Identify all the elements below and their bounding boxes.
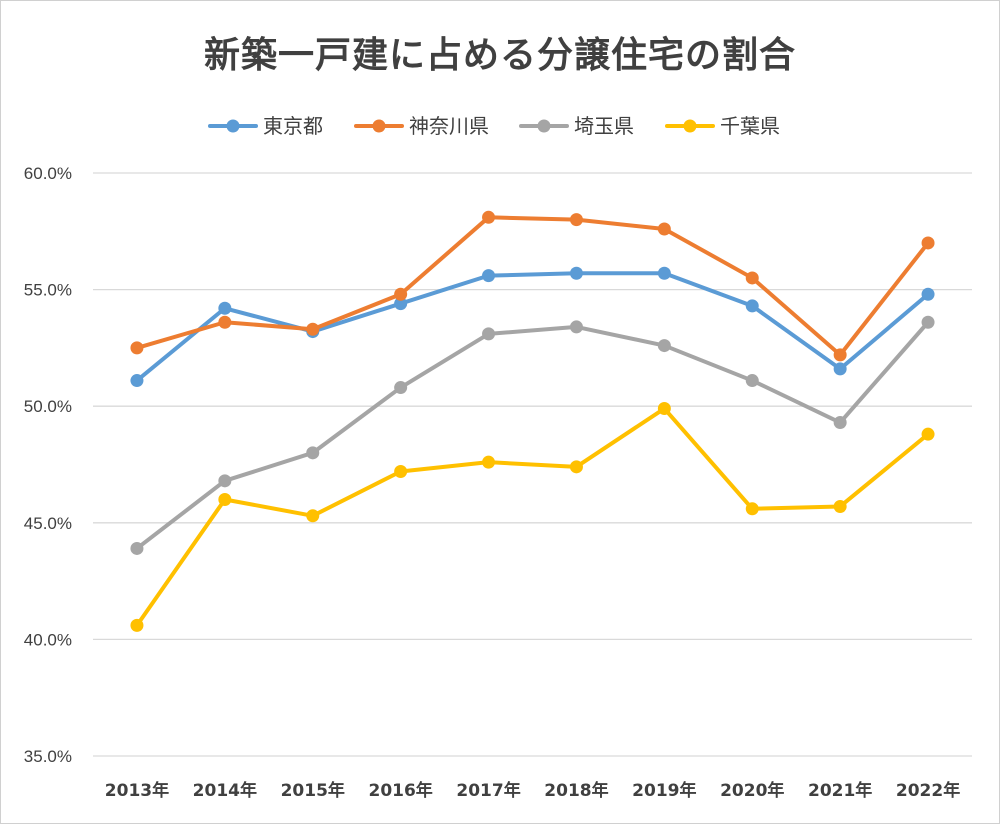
data-point: [657, 266, 671, 280]
data-point: [394, 297, 408, 311]
x-tick-label: 2016年: [368, 780, 432, 801]
data-point: [833, 416, 847, 430]
data-point: [745, 299, 759, 313]
legend-item: 神奈川県: [354, 114, 489, 138]
data-point: [218, 492, 232, 506]
x-tick-label: 2015年: [281, 780, 345, 801]
x-tick-label: 2020年: [720, 780, 784, 801]
data-point: [569, 460, 583, 474]
data-point: [833, 499, 847, 513]
series-group: [130, 210, 935, 632]
chart-title: 新築一戸建に占める分譲住宅の割合: [203, 35, 796, 76]
y-tick-label: 45.0%: [24, 514, 72, 533]
data-point: [394, 287, 408, 301]
x-tick-label: 2018年: [544, 780, 608, 801]
legend-marker: [226, 119, 240, 133]
data-point: [921, 287, 935, 301]
data-point: [218, 315, 232, 329]
y-axis-ticks: 35.0% 40.0% 45.0% 50.0% 55.0% 60.0%: [24, 164, 72, 766]
data-point: [394, 381, 408, 395]
data-point: [130, 541, 144, 555]
data-point: [569, 266, 583, 280]
x-tick-label: 2014年: [193, 780, 257, 801]
data-point: [745, 374, 759, 388]
data-point: [218, 474, 232, 488]
data-point: [482, 210, 496, 224]
data-point: [306, 322, 320, 336]
data-point: [657, 402, 671, 416]
legend-label: 神奈川県: [409, 114, 489, 138]
x-tick-label: 2017年: [456, 780, 520, 801]
y-tick-label: 50.0%: [24, 397, 72, 416]
data-point: [921, 315, 935, 329]
legend-label: 千葉県: [720, 114, 780, 138]
data-point: [921, 236, 935, 250]
legend-label: 東京都: [263, 114, 323, 138]
data-point: [130, 618, 144, 632]
data-point: [482, 327, 496, 341]
legend-item: 東京都: [208, 114, 323, 138]
series-4: [130, 402, 935, 632]
series-2: [130, 210, 935, 362]
series-line: [134, 215, 931, 357]
series-3: [130, 315, 935, 555]
series-line: [134, 320, 931, 551]
legend-marker: [372, 119, 386, 133]
series-line: [134, 406, 931, 628]
data-point: [833, 348, 847, 362]
data-point: [569, 320, 583, 334]
data-point: [921, 427, 935, 441]
data-point: [745, 502, 759, 516]
data-point: [833, 362, 847, 376]
y-tick-label: 60.0%: [24, 164, 72, 183]
y-tick-label: 55.0%: [24, 281, 72, 300]
data-point: [745, 271, 759, 285]
data-point: [657, 222, 671, 236]
legend-item: 千葉県: [665, 114, 780, 138]
legend-label: 埼玉県: [574, 114, 634, 138]
y-tick-label: 35.0%: [24, 747, 72, 766]
x-axis-ticks: 2013年 2014年 2015年 2016年 2017年 2018年 2019年 2020年…: [105, 780, 960, 801]
data-point: [482, 455, 496, 469]
x-tick-label: 2022年: [896, 780, 960, 801]
legend-item: 埼玉県: [519, 114, 634, 138]
data-point: [306, 446, 320, 460]
y-tick-label: 40.0%: [24, 630, 72, 649]
x-tick-label: 2021年: [808, 780, 872, 801]
legend: 東京都 神奈川県 埼玉県 千葉県: [208, 114, 780, 138]
x-tick-label: 2013年: [105, 780, 169, 801]
data-point: [657, 339, 671, 353]
data-point: [306, 509, 320, 523]
data-point: [218, 301, 232, 315]
legend-marker: [683, 119, 697, 133]
x-tick-label: 2019年: [632, 780, 696, 801]
data-point: [394, 464, 408, 478]
data-point: [482, 269, 496, 283]
legend-marker: [537, 119, 551, 133]
gridlines: [93, 172, 972, 757]
data-point: [130, 341, 144, 355]
data-point: [569, 213, 583, 227]
series-line: [134, 271, 931, 383]
data-point: [130, 374, 144, 388]
series-1: [130, 266, 935, 388]
